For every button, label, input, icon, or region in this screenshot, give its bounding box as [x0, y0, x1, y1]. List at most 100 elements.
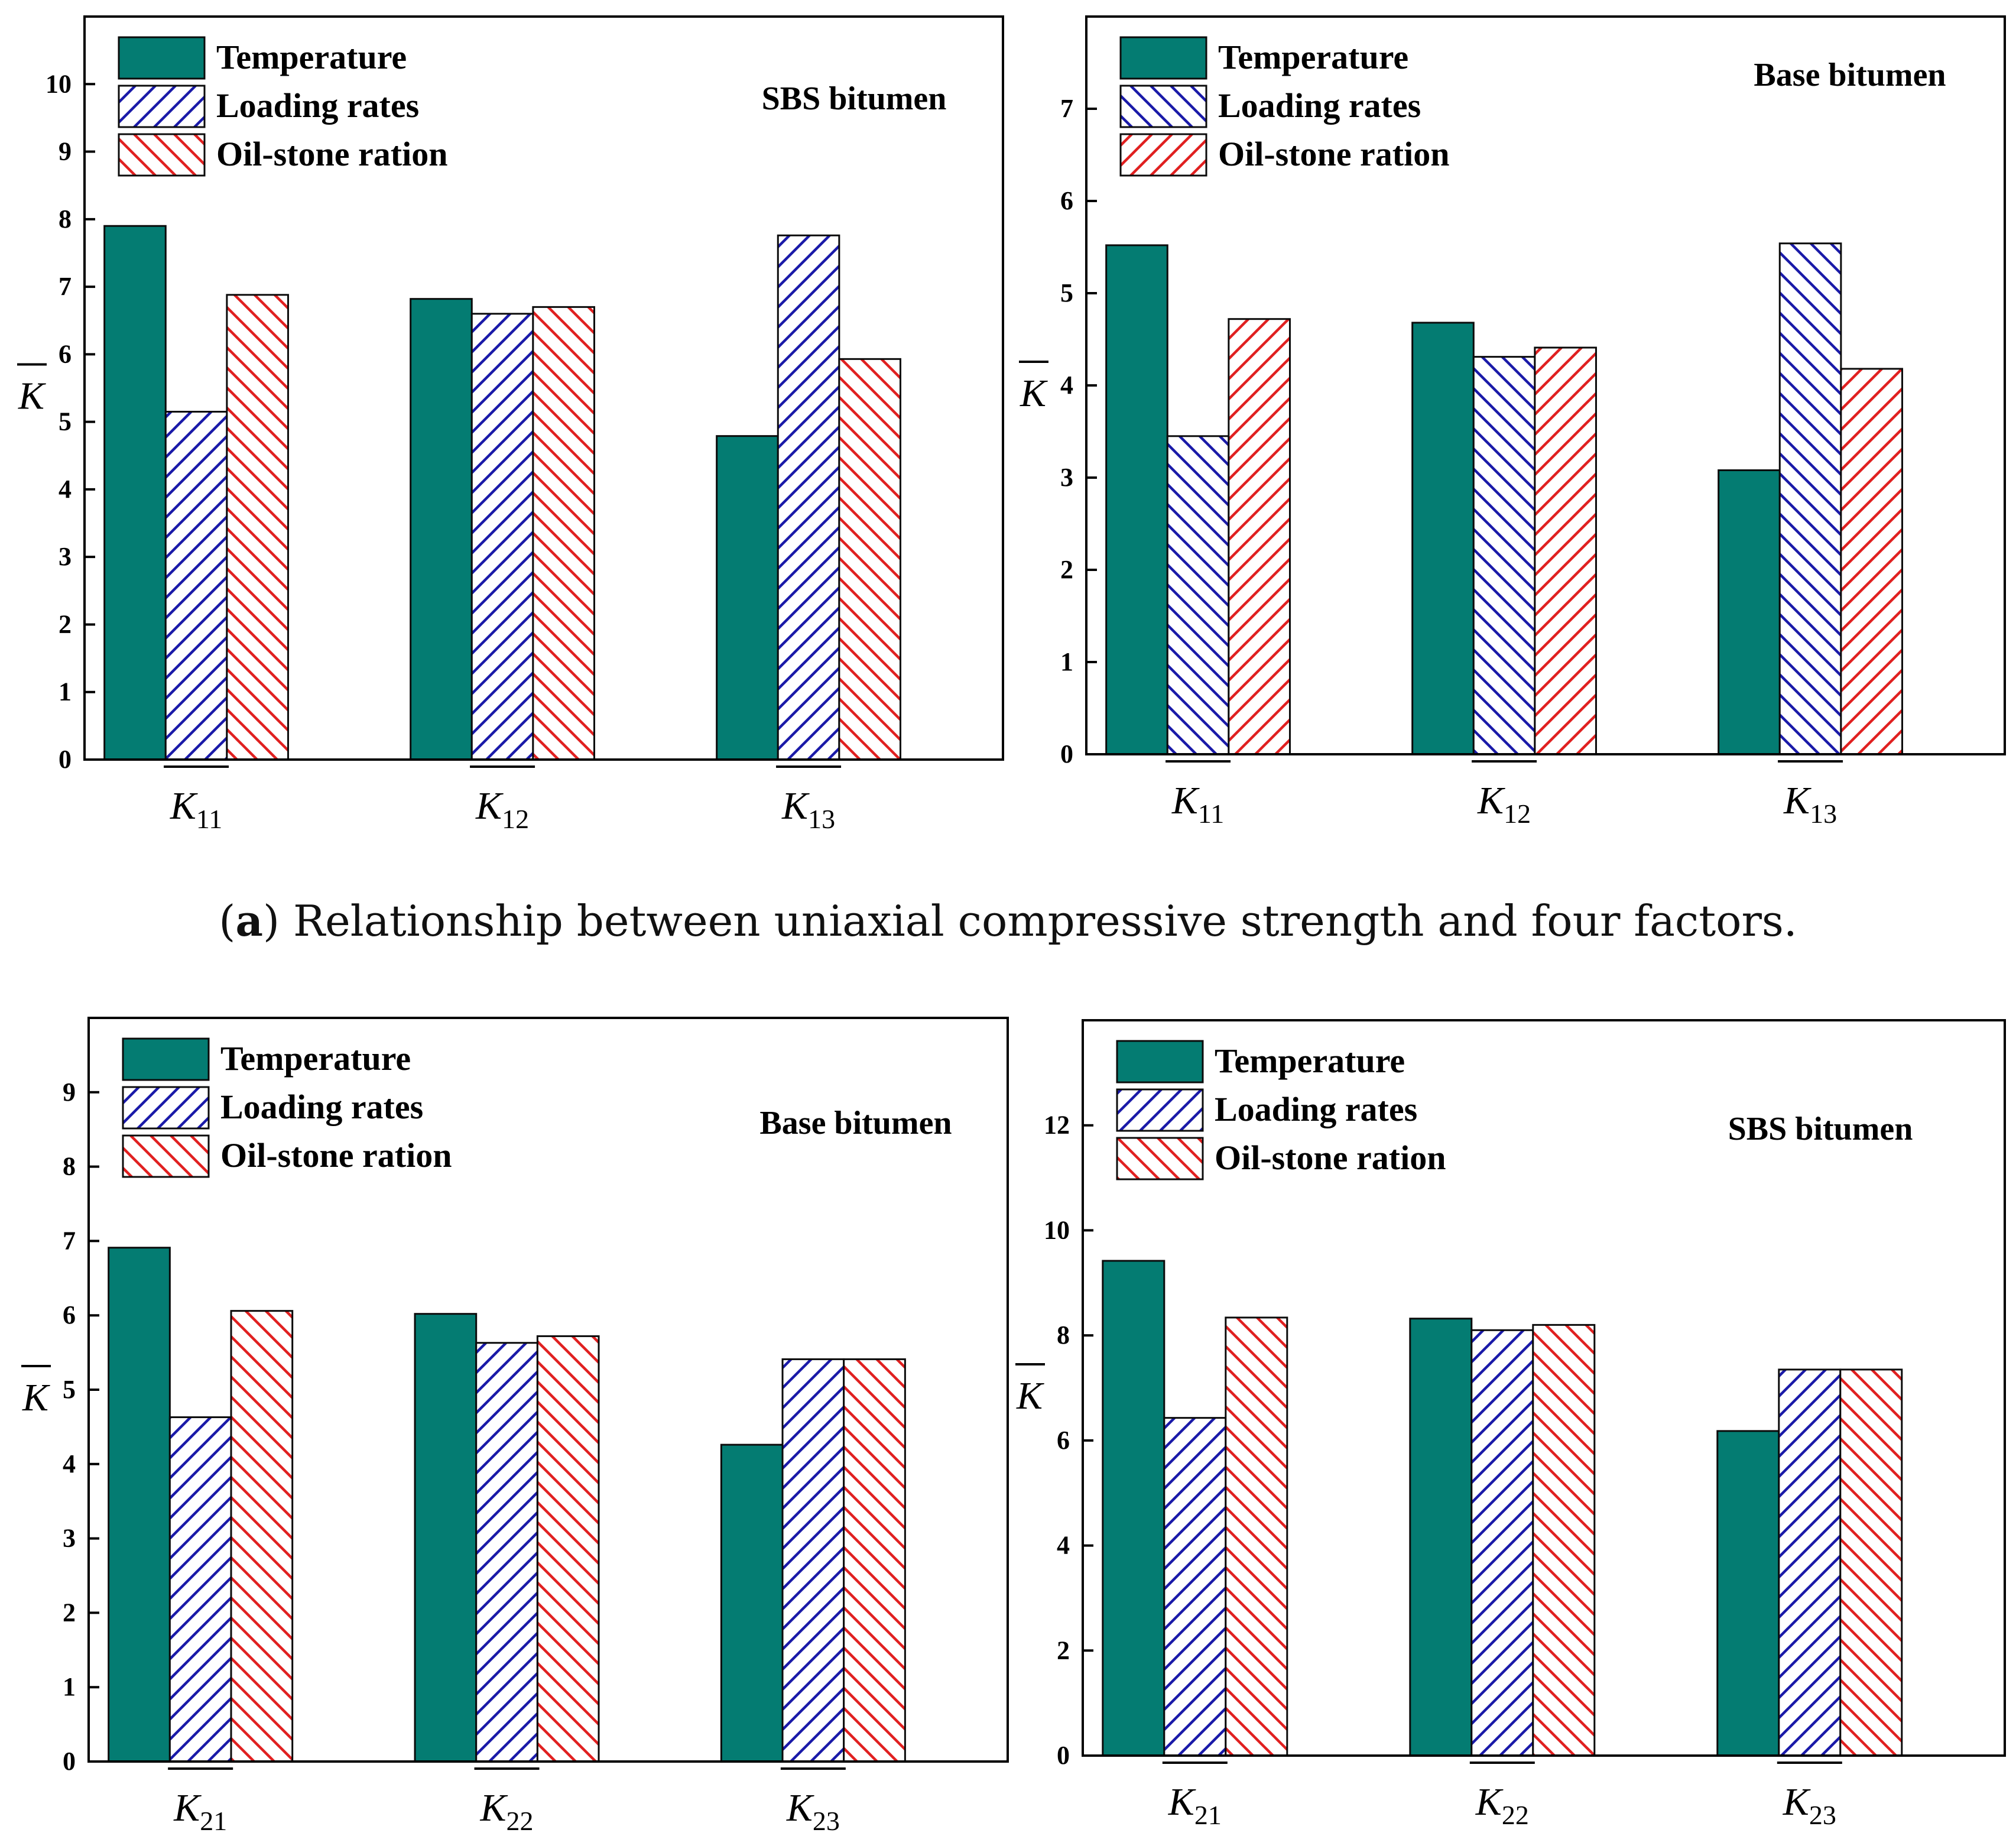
bar-loading-rates-3 — [1778, 1368, 1842, 1757]
bar-oil-stone-ration-2 — [1534, 346, 1597, 755]
legend-label-temperature: Temperature — [1218, 38, 1408, 76]
chart-panel-3: K21 K22 K23 0 1 2 3 4 5 6 7 8 9 K Base bitumen Temperat… — [21, 1017, 1009, 1836]
panel-title: Base bitumen — [1754, 57, 1946, 93]
legend-swatch-loading-rates — [122, 1086, 210, 1130]
bar-loading-rates-1 — [168, 1416, 232, 1763]
category-label-1: K11 — [170, 784, 222, 834]
legend-label-loading-rates: Loading rates — [216, 86, 419, 125]
category-label-1: K21 — [173, 1786, 227, 1836]
y-tick-label-9: 9 — [63, 1078, 76, 1107]
legend-label-temperature: Temperature — [1215, 1042, 1405, 1080]
y-tick-label-2: 2 — [59, 609, 72, 638]
y-axis-label: K — [1020, 372, 1048, 415]
bar-oil-stone-ration-1 — [1228, 318, 1291, 755]
y-tick-label-1: 2 — [1057, 1636, 1070, 1665]
bar-oil-stone-ration-2 — [1532, 1324, 1596, 1757]
y-tick-label-3: 6 — [1057, 1426, 1070, 1455]
legend-label-loading-rates: Loading rates — [1215, 1090, 1417, 1128]
y-tick-label-1: 1 — [59, 677, 72, 706]
y-tick-label-7: 7 — [59, 272, 72, 301]
bar-temperature-3 — [716, 435, 779, 761]
y-tick-label-4: 8 — [1057, 1321, 1070, 1350]
category-label-1: K21 — [1168, 1780, 1222, 1830]
y-tick-label-7: 7 — [63, 1226, 76, 1255]
bar-oil-stone-ration-3 — [838, 358, 901, 761]
legend-swatch-oil-stone-ration — [1116, 1137, 1204, 1180]
y-tick-label-0: 0 — [59, 745, 72, 774]
chart-panel-4: K21 K22 K23 0 2 4 6 8 10 12 K SBS bitumen Temperatur… — [1015, 1019, 2006, 1830]
bar-temperature-1 — [103, 225, 167, 761]
y-tick-label-0: 0 — [1060, 739, 1073, 768]
category-label-3: K13 — [781, 784, 835, 834]
bar-temperature-1 — [108, 1247, 171, 1763]
y-tick-label-5: 5 — [59, 407, 72, 436]
bar-temperature-1 — [1102, 1260, 1166, 1757]
y-tick-label-1: 1 — [1060, 647, 1073, 676]
bar-loading-rates-1 — [1166, 435, 1230, 755]
category-label-3: K13 — [1783, 779, 1837, 829]
category-label-2: K12 — [475, 784, 529, 834]
y-tick-label-4: 4 — [63, 1449, 76, 1478]
bar-oil-stone-ration-3 — [1840, 368, 1903, 755]
legend-swatch-oil-stone-ration — [122, 1134, 210, 1178]
legend-swatch-temperature — [122, 1037, 210, 1081]
category-label-1: K11 — [1171, 779, 1224, 829]
bar-temperature-2 — [1409, 1318, 1473, 1757]
bar-loading-rates-3 — [781, 1358, 845, 1763]
legend-swatch-temperature — [1116, 1040, 1204, 1084]
chart-panel-2: K11 K12 K13 0 1 2 3 4 5 6 7 K Base bitumen Temperatur… — [1019, 15, 2006, 829]
y-tick-label-0: 0 — [1057, 1741, 1070, 1770]
bar-temperature-3 — [1716, 1430, 1780, 1757]
y-tick-label-10: 10 — [46, 69, 72, 98]
y-tick-label-6: 6 — [1060, 186, 1073, 215]
bar-oil-stone-ration-3 — [843, 1358, 906, 1763]
y-tick-label-2: 2 — [1060, 555, 1073, 584]
bar-temperature-2 — [410, 298, 473, 761]
legend-label-oil-stone-ration: Oil-stone ration — [1218, 135, 1449, 173]
plot-frame — [1082, 1019, 2006, 1757]
legend-label-oil-stone-ration: Oil-stone ration — [220, 1136, 452, 1175]
panel-title: Base bitumen — [759, 1105, 952, 1141]
bar-loading-rates-1 — [164, 410, 228, 761]
category-label-3: K23 — [1783, 1780, 1836, 1830]
y-tick-label-4: 4 — [59, 475, 72, 504]
bar-loading-rates-3 — [777, 234, 840, 761]
y-tick-label-8: 8 — [59, 205, 72, 233]
legend-label-oil-stone-ration: Oil-stone ration — [216, 135, 447, 173]
bar-temperature-2 — [1411, 322, 1475, 755]
y-axis-label: K — [18, 375, 46, 418]
bar-loading-rates-2 — [1472, 356, 1536, 755]
bar-temperature-3 — [1718, 469, 1781, 755]
bar-loading-rates-1 — [1163, 1417, 1227, 1757]
bar-oil-stone-ration-1 — [230, 1310, 294, 1763]
figure-caption: (a) Relationship between uniaxial compre… — [219, 896, 1797, 946]
panel-title: SBS bitumen — [1728, 1111, 1913, 1147]
legend-swatch-loading-rates — [118, 85, 206, 128]
bar-temperature-3 — [720, 1444, 784, 1763]
y-tick-label-1: 1 — [63, 1672, 76, 1701]
legend-label-temperature: Temperature — [220, 1039, 411, 1078]
legend-label-temperature: Temperature — [216, 38, 407, 76]
legend-swatch-temperature — [118, 36, 206, 80]
bar-temperature-2 — [414, 1313, 478, 1763]
y-tick-label-6: 12 — [1044, 1111, 1070, 1140]
y-tick-label-5: 5 — [63, 1375, 76, 1404]
caption-text: Relationship between uniaxial compressiv… — [280, 896, 1797, 946]
y-tick-label-8: 8 — [63, 1152, 76, 1181]
y-tick-label-2: 2 — [63, 1598, 76, 1627]
y-tick-label-3: 3 — [1060, 463, 1073, 492]
bar-loading-rates-2 — [1470, 1329, 1534, 1757]
y-tick-label-6: 6 — [59, 339, 72, 368]
y-tick-label-5: 10 — [1044, 1215, 1070, 1244]
y-tick-label-9: 9 — [59, 137, 72, 166]
y-tick-label-4: 4 — [1060, 371, 1073, 400]
panel-title: SBS bitumen — [762, 80, 947, 117]
bar-oil-stone-ration-1 — [1225, 1316, 1288, 1757]
y-tick-label-5: 5 — [1060, 278, 1073, 307]
y-tick-label-3: 3 — [59, 542, 72, 571]
category-label-3: K23 — [786, 1786, 840, 1836]
legend-label-oil-stone-ration: Oil-stone ration — [1215, 1138, 1446, 1177]
legend-label-loading-rates: Loading rates — [220, 1088, 423, 1126]
bar-oil-stone-ration-1 — [226, 294, 289, 761]
